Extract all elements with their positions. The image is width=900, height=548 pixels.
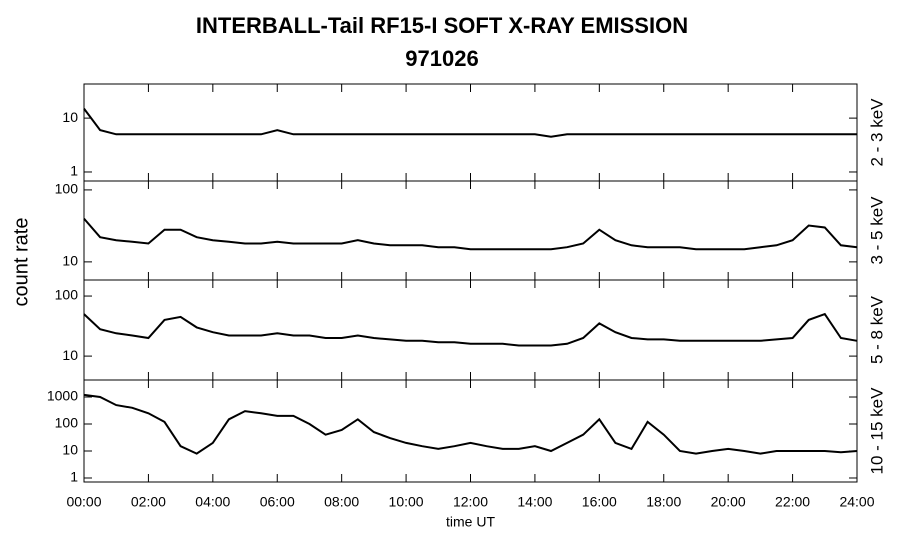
x-tick-label: 06:00 bbox=[260, 494, 295, 510]
y-tick-label: 1000 bbox=[47, 388, 78, 404]
panel-label: 10 - 15 keV bbox=[867, 387, 886, 475]
x-axis-label: time UT bbox=[446, 514, 495, 530]
x-tick-label: 20:00 bbox=[711, 494, 746, 510]
y-tick-label: 10 bbox=[62, 442, 78, 458]
x-tick-label: 04:00 bbox=[195, 494, 230, 510]
x-tick-label: 22:00 bbox=[775, 494, 810, 510]
x-tick-label: 12:00 bbox=[453, 494, 488, 510]
x-tick-label: 08:00 bbox=[324, 494, 359, 510]
y-tick-label: 10 bbox=[62, 109, 78, 125]
panel-label: 5 - 8 keV bbox=[867, 295, 886, 364]
y-tick-label: 100 bbox=[55, 287, 79, 303]
data-line bbox=[83, 108, 857, 138]
panel-label: 3 - 5 keV bbox=[867, 196, 886, 265]
data-line bbox=[83, 312, 858, 347]
y-tick-label: 1 bbox=[70, 163, 78, 179]
y-tick-label: 100 bbox=[55, 181, 79, 197]
x-tick-label: 10:00 bbox=[389, 494, 424, 510]
x-tick-label: 14:00 bbox=[517, 494, 552, 510]
x-tick-label: 24:00 bbox=[839, 494, 874, 510]
panel-label: 2 - 3 keV bbox=[867, 98, 886, 167]
x-tick-label: 02:00 bbox=[131, 494, 166, 510]
data-line bbox=[83, 393, 858, 455]
y-tick-label: 10 bbox=[62, 253, 78, 269]
x-tick-label: 00:00 bbox=[66, 494, 101, 510]
x-tick-label: 16:00 bbox=[582, 494, 617, 510]
chart-subtitle: 971026 bbox=[405, 46, 478, 71]
y-axis-label: count rate bbox=[10, 218, 32, 307]
y-tick-label: 10 bbox=[62, 347, 78, 363]
y-tick-label: 100 bbox=[55, 415, 79, 431]
y-tick-label: 1 bbox=[70, 469, 78, 485]
chart-title: INTERBALL-Tail RF15-I SOFT X-RAY EMISSIO… bbox=[196, 13, 688, 38]
x-tick-label: 18:00 bbox=[646, 494, 681, 510]
data-line bbox=[83, 217, 858, 251]
